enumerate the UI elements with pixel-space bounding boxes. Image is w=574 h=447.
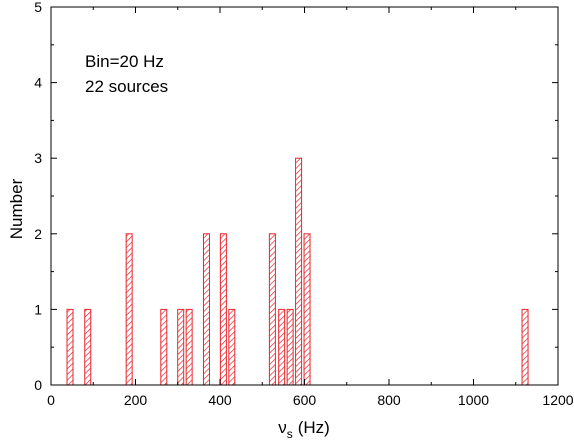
x-axis-subscript: s <box>287 427 293 441</box>
ticks-group: 0 200 400 600 800 1000 1200 0 1 2 3 4 5 <box>34 0 574 408</box>
y-tick-label: 0 <box>34 377 42 393</box>
x-tick-label: 800 <box>377 392 401 408</box>
x-tick-label: 200 <box>124 392 148 408</box>
y-tick-label: 3 <box>34 150 42 166</box>
histogram-bar <box>160 308 168 386</box>
y-tick-label: 1 <box>34 301 42 317</box>
histogram-bar <box>84 308 92 386</box>
histogram-bar <box>286 308 294 386</box>
histogram-bar <box>228 308 236 386</box>
x-tick-label: 400 <box>208 392 232 408</box>
histogram-bar <box>125 233 133 386</box>
histogram-bar <box>295 157 303 386</box>
x-tick-label: 600 <box>293 392 317 408</box>
histogram-bar <box>278 308 286 386</box>
histogram-bar <box>219 233 227 386</box>
y-tick-label: 5 <box>34 0 42 15</box>
y-tick-label: 2 <box>34 226 42 242</box>
histogram-bar <box>202 233 210 386</box>
histogram-bar <box>66 308 74 386</box>
y-tick-label: 4 <box>34 75 42 91</box>
bars-group <box>66 157 529 386</box>
x-tick-label: 1200 <box>542 392 573 408</box>
histogram-bar <box>177 308 185 386</box>
x-axis-unit: (Hz) <box>298 418 330 437</box>
histogram-bar <box>268 233 276 386</box>
sources-annotation: 22 sources <box>85 77 168 96</box>
bin-annotation: Bin=20 Hz <box>85 52 164 71</box>
x-tick-label: 1000 <box>458 392 489 408</box>
histogram-bar <box>521 308 529 386</box>
x-tick-label: 0 <box>47 392 55 408</box>
histogram-bar <box>185 308 193 386</box>
y-axis-title: Number <box>7 178 26 239</box>
histogram-bar <box>303 233 311 386</box>
x-axis-title: νs (Hz) <box>278 418 330 441</box>
x-axis-symbol: ν <box>278 418 287 437</box>
